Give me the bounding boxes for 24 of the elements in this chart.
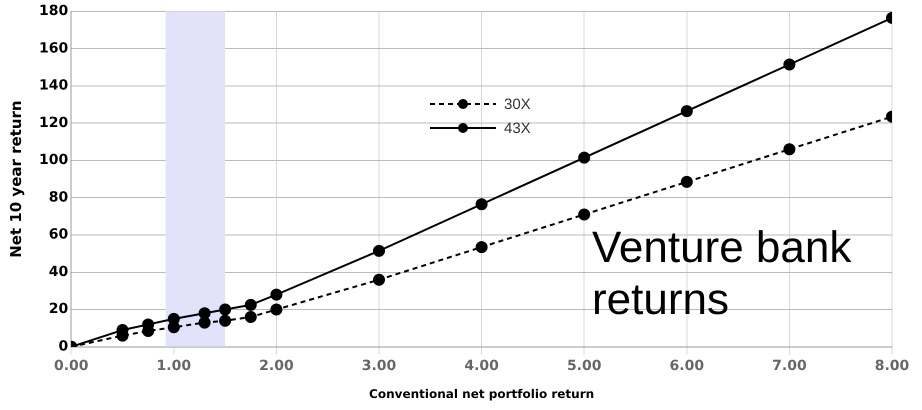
y-tick-label: 60 bbox=[48, 226, 68, 243]
x-tick-label: 7.00 bbox=[772, 358, 807, 374]
x-tick-label: 3.00 bbox=[362, 358, 397, 374]
y-axis-title: Net 10 year return bbox=[6, 100, 25, 258]
x-axis-title: Conventional net portfolio return bbox=[369, 386, 594, 401]
x-tick-label: 0.00 bbox=[54, 358, 89, 374]
x-tick-label: 1.00 bbox=[156, 358, 192, 374]
y-tick-label: 120 bbox=[38, 114, 68, 131]
y-tick-label: 20 bbox=[48, 301, 68, 318]
legend-label: 43X bbox=[504, 120, 531, 136]
x-tick-label: 4.00 bbox=[464, 358, 500, 374]
legend-label: 30X bbox=[504, 96, 531, 112]
y-tick-label: 160 bbox=[38, 40, 68, 56]
annotation: Venture bank returns bbox=[592, 222, 852, 326]
y-tick-label: 0 bbox=[58, 338, 68, 354]
x-tick-label: 6.00 bbox=[670, 358, 704, 374]
x-tick-label: 2.00 bbox=[259, 358, 294, 374]
x-tick-label: 8.00 bbox=[874, 358, 910, 374]
y-tick-label: 140 bbox=[38, 78, 68, 94]
y-tick-label: 180 bbox=[38, 3, 68, 20]
y-tick-label: 80 bbox=[48, 189, 68, 206]
x-tick-label: 5.00 bbox=[566, 358, 602, 374]
y-tick-label: 100 bbox=[38, 152, 68, 168]
y-tick-label: 40 bbox=[48, 264, 68, 280]
